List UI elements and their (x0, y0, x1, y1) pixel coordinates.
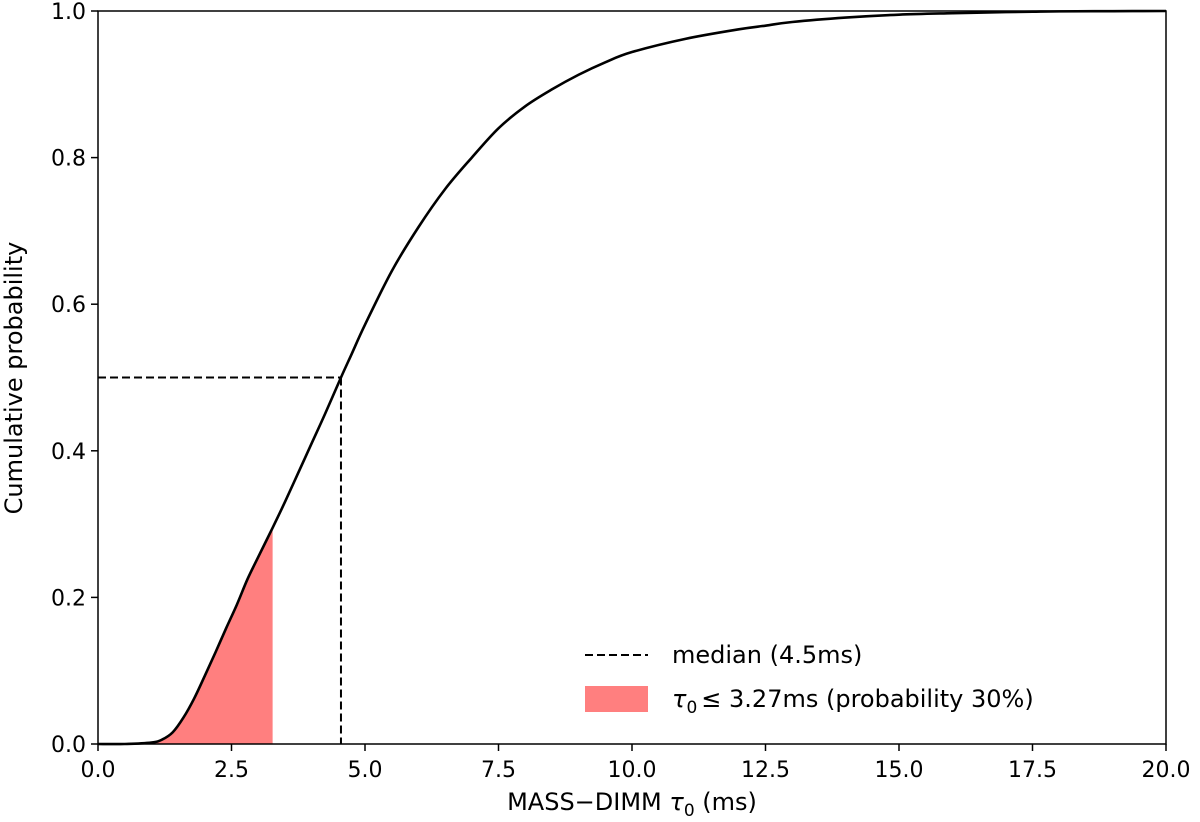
x-axis-label: MASS−DIMM τ0 (ms) (507, 788, 757, 821)
y-tick-label: 0.8 (51, 147, 86, 172)
x-tick-label: 7.5 (481, 758, 516, 783)
y-tick-label: 0.2 (51, 586, 86, 611)
y-tick-label: 0.6 (51, 293, 86, 318)
x-axis-label-sub: 0 (684, 801, 695, 821)
y-tick-label: 1.0 (51, 0, 86, 25)
legend-median-label: median (4.5ms) (672, 641, 862, 669)
cdf-series-line (97, 9, 1167, 746)
legend-shaded-swatch (585, 686, 648, 712)
x-axis-ticks: 0.0 2.5 5.0 7.5 10.0 12.5 15.0 17.5 20.0 (81, 744, 1191, 783)
x-axis-label-tau: τ (669, 788, 684, 816)
legend: median (4.5ms) τ0 ≤ 3.27ms (probability 3… (585, 641, 1034, 718)
x-tick-label: 2.5 (214, 758, 249, 783)
legend-shaded-tau: τ (672, 685, 687, 713)
x-tick-label: 12.5 (741, 758, 790, 783)
x-tick-label: 10.0 (608, 758, 657, 783)
y-tick-label: 0.0 (51, 733, 86, 758)
x-tick-label: 0.0 (81, 758, 116, 783)
x-tick-label: 20.0 (1142, 758, 1191, 783)
y-axis-ticks: 0.0 0.2 0.4 0.6 0.8 1.0 (51, 0, 98, 758)
x-tick-label: 15.0 (875, 758, 924, 783)
legend-shaded-rest: ≤ 3.27ms (probability 30%) (701, 685, 1033, 713)
y-tick-label: 0.4 (51, 440, 86, 465)
x-axis-label-prefix: MASS−DIMM (507, 788, 669, 816)
legend-shaded-label: τ0 ≤ 3.27ms (probability 30%) (672, 685, 1034, 718)
x-tick-label: 5.0 (348, 758, 383, 783)
y-axis-label: Cumulative probability (0, 242, 28, 515)
legend-shaded-sub: 0 (686, 698, 697, 718)
x-tick-label: 17.5 (1008, 758, 1057, 783)
shaded-region-tau-le-3.27 (98, 527, 273, 745)
x-axis-label-suffix: (ms) (695, 788, 757, 816)
